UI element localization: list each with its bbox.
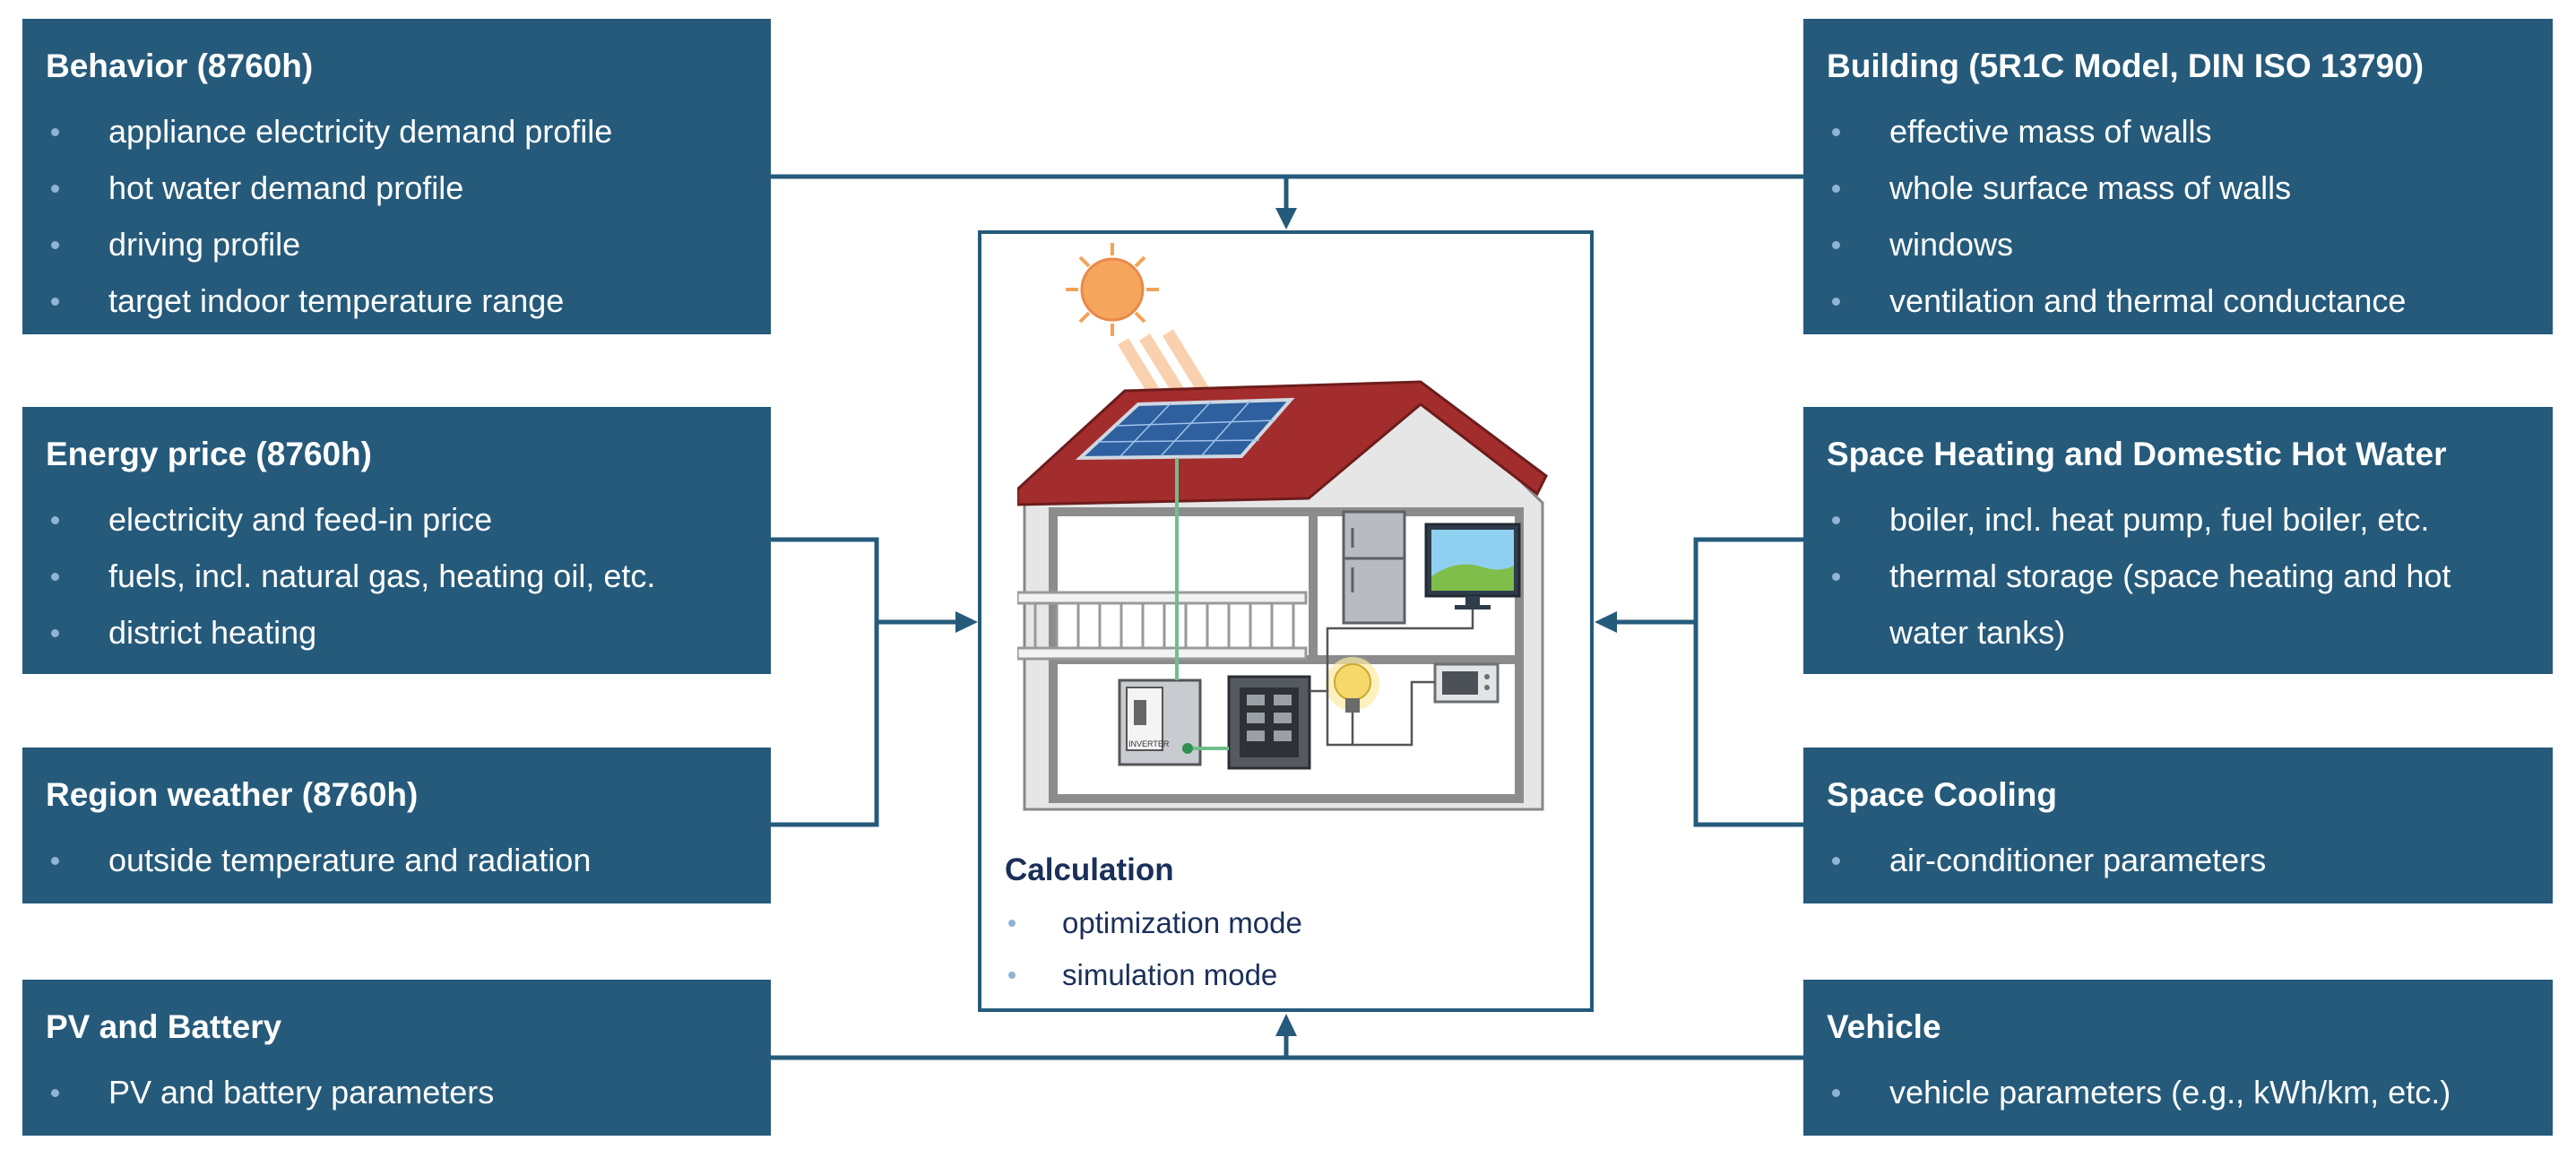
behavior-title: Behavior (8760h) — [46, 48, 314, 84]
arrow-top — [1275, 208, 1297, 229]
electrical-panel-icon — [1227, 675, 1311, 770]
vehicle-title: Vehicle — [1827, 1008, 1941, 1045]
building-box: Building (5R1C Model, DIN ISO 13790) eff… — [1803, 19, 2553, 334]
cooling-box: Space Cooling air-conditioner parameters — [1803, 748, 2553, 903]
list-item: appliance electricity demand profile — [46, 103, 748, 160]
light-bulb-icon — [1326, 657, 1379, 713]
connector-right-bracket — [1693, 537, 1803, 827]
list-item: thermal storage (space heating and hot — [1827, 548, 2529, 604]
list-item: district heating — [46, 604, 748, 661]
list-item: boiler, incl. heat pump, fuel boiler, et… — [1827, 491, 2529, 548]
vehicle-list: vehicle parameters (e.g., kWh/km, etc.) — [1827, 1064, 2529, 1120]
list-item: optimization mode — [1005, 897, 1302, 949]
balcony-icon — [1017, 591, 1308, 661]
list-item: ventilation and thermal conductance — [1827, 272, 2529, 329]
heating-list: boiler, incl. heat pump, fuel boiler, et… — [1827, 491, 2529, 661]
list-item: hot water demand profile — [46, 160, 748, 216]
list-item: driving profile — [46, 216, 748, 272]
arrow-left — [955, 611, 978, 633]
inverter-icon: INVERTER — [1118, 679, 1202, 766]
building-list: effective mass of walls whole surface ma… — [1827, 103, 2529, 329]
calculation-title: Calculation — [1005, 852, 1174, 887]
region-weather-box: Region weather (8760h) outside temperatu… — [22, 748, 771, 903]
list-item: electricity and feed-in price — [46, 491, 748, 548]
list-item: target indoor temperature range — [46, 272, 748, 329]
arrow-bottom — [1275, 1014, 1297, 1036]
behavior-list: appliance electricity demand profile hot… — [46, 103, 748, 329]
list-item: outside temperature and radiation — [46, 832, 748, 888]
solar-panel-icon — [1075, 397, 1295, 461]
list-item: fuels, incl. natural gas, heating oil, e… — [46, 548, 748, 604]
list-item: simulation mode — [1005, 949, 1302, 1001]
heating-box: Space Heating and Domestic Hot Water boi… — [1803, 407, 2553, 674]
building-title: Building (5R1C Model, DIN ISO 13790) — [1827, 48, 2425, 84]
fridge-icon — [1342, 510, 1406, 625]
region-weather-list: outside temperature and radiation — [46, 832, 748, 888]
cooling-title: Space Cooling — [1827, 776, 2057, 813]
pv-battery-list: PV and battery parameters — [46, 1064, 748, 1120]
pv-battery-box: PV and Battery PV and battery parameters — [22, 980, 771, 1136]
list-item: air-conditioner parameters — [1827, 832, 2529, 888]
cooling-list: air-conditioner parameters — [1827, 832, 2529, 888]
energy-price-box: Energy price (8760h) electricity and fee… — [22, 407, 771, 674]
list-item: PV and battery parameters — [46, 1064, 748, 1120]
pv-battery-title: PV and Battery — [46, 1008, 282, 1045]
list-item: vehicle parameters (e.g., kWh/km, etc.) — [1827, 1064, 2529, 1120]
microwave-icon — [1433, 662, 1500, 704]
list-item-continuation: water tanks) — [1889, 614, 2066, 651]
behavior-box: Behavior (8760h) appliance electricity d… — [22, 19, 771, 334]
list-item: effective mass of walls — [1827, 103, 2529, 160]
region-weather-title: Region weather (8760h) — [46, 776, 419, 813]
house-illustration: INVERTER — [1017, 243, 1548, 811]
calculation-panel: INVERTER — [978, 230, 1594, 1012]
calculation-list: optimization mode simulation mode — [1005, 897, 1302, 1001]
heating-title: Space Heating and Domestic Hot Water — [1827, 436, 2447, 472]
list-item: whole surface mass of walls — [1827, 160, 2529, 216]
arrow-right — [1595, 611, 1617, 633]
connector-left-bracket — [771, 537, 879, 827]
vehicle-box: Vehicle vehicle parameters (e.g., kWh/km… — [1803, 980, 2553, 1136]
energy-price-title: Energy price (8760h) — [46, 436, 372, 472]
tv-icon — [1424, 523, 1521, 609]
list-item: windows — [1827, 216, 2529, 272]
inverter-label: INVERTER — [1128, 739, 1170, 748]
energy-price-list: electricity and feed-in price fuels, inc… — [46, 491, 748, 661]
